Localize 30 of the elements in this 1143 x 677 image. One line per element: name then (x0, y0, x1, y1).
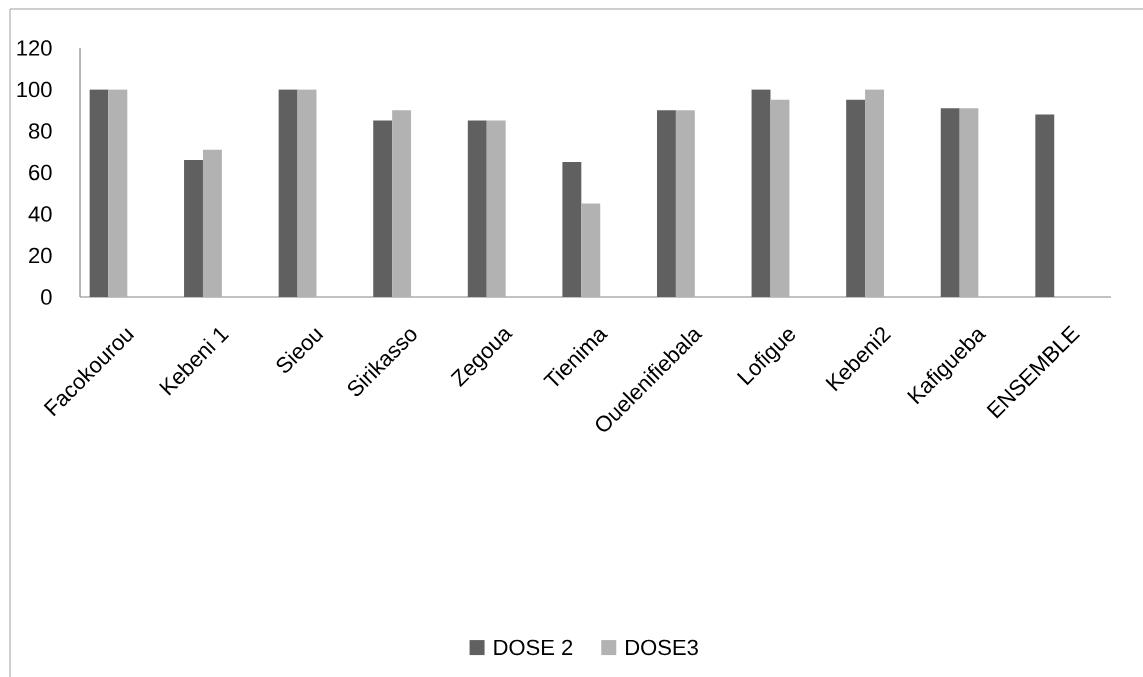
bar (770, 99, 790, 297)
legend-label: DOSE3 (626, 639, 698, 656)
bar (846, 99, 866, 297)
y-tick-label: 60 (29, 164, 52, 181)
bar (297, 89, 317, 297)
bar (959, 108, 979, 297)
bar (940, 108, 960, 297)
y-tick-label: 20 (29, 247, 52, 264)
y-tick-label: 80 (28, 123, 52, 139)
bar (486, 120, 506, 297)
bar (89, 89, 109, 297)
bar (278, 89, 298, 297)
y-tick-label: 0 (41, 289, 52, 305)
bar (184, 160, 203, 297)
y-tick-label: 100 (17, 81, 52, 98)
bar (562, 162, 582, 297)
bar (656, 110, 676, 297)
bar (202, 149, 222, 297)
bar (1035, 114, 1055, 297)
legend-label: DOSE 2 (494, 639, 573, 656)
bar (108, 89, 128, 297)
bar (865, 89, 884, 297)
bar (467, 120, 487, 297)
bar (581, 203, 601, 297)
bar (675, 110, 695, 297)
bar (373, 120, 393, 297)
bar (392, 110, 412, 297)
y-tick-label: 120 (17, 40, 52, 56)
y-tick-label: 40 (28, 206, 52, 222)
bar (751, 89, 771, 297)
